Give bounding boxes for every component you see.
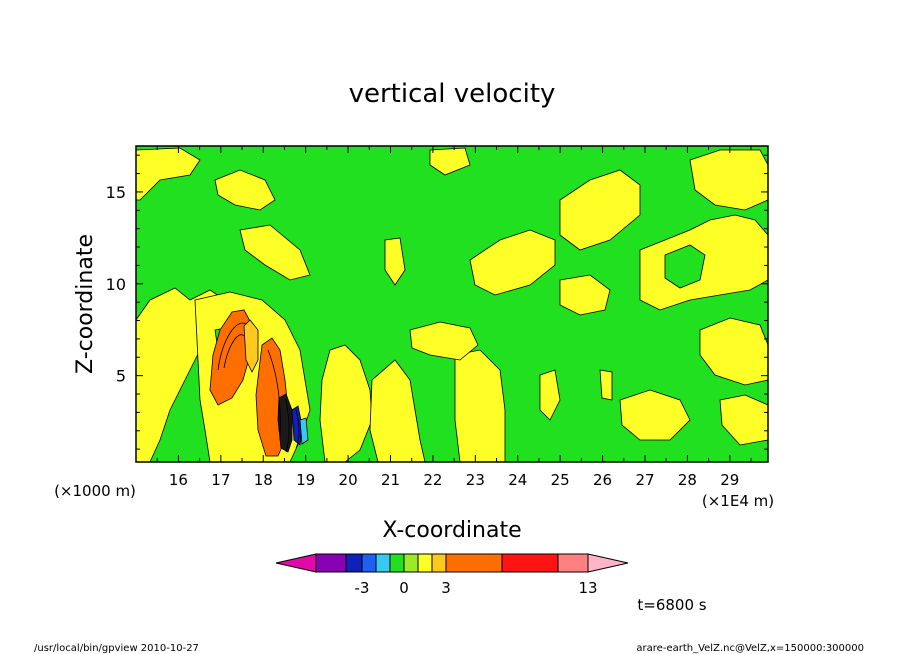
contour-line	[285, 399, 290, 453]
y-tick-label: 10	[106, 275, 126, 294]
contour-region	[384, 237, 406, 286]
colorbar-segment	[557, 553, 589, 573]
x-tick-label: 17	[211, 471, 230, 489]
contour-line	[217, 322, 247, 371]
colorbar-label: 0	[399, 579, 409, 597]
colorbar-label: 3	[441, 579, 451, 597]
x-tick-label: 25	[551, 471, 570, 489]
contour-region	[369, 359, 426, 463]
contour-region	[619, 389, 691, 441]
x-tick-label: 19	[296, 471, 315, 489]
contour-region	[539, 369, 561, 421]
contour-region	[214, 169, 276, 211]
x-tick-label: 24	[508, 471, 527, 489]
contour-region	[299, 417, 309, 445]
contour-region	[454, 349, 506, 463]
contour-region	[559, 274, 611, 316]
contour-region	[239, 224, 311, 281]
x-axis-label: X-coordinate	[382, 518, 521, 543]
y-tick-label: 5	[116, 367, 126, 386]
plot-frame	[135, 145, 769, 463]
plot-area	[135, 145, 769, 463]
y-axis: 5 10 15	[106, 154, 768, 450]
contour-region	[664, 244, 706, 289]
x-tick-label: 26	[593, 471, 612, 489]
contour-region	[599, 369, 613, 401]
colorbar-segment	[361, 553, 377, 573]
colorbar-label: 13	[578, 579, 597, 597]
colorbar-segment	[345, 553, 363, 573]
x-unit-left: (×1000 m)	[54, 482, 136, 500]
colorbar-label: -3	[355, 579, 370, 597]
x-unit-right: (×1E4 m)	[702, 492, 774, 510]
colorbar-segment	[403, 553, 419, 573]
time-label: t=6800 s	[637, 596, 706, 614]
chart-title: vertical velocity	[349, 79, 556, 109]
x-tick-label: 27	[635, 471, 654, 489]
contour-line	[267, 349, 281, 441]
footer-right: arare-earth_VelZ.nc@VelZ,x=150000:300000	[636, 643, 864, 654]
y-tick-label: 15	[106, 183, 126, 202]
contour-region	[409, 321, 479, 361]
contour-layer	[135, 147, 769, 463]
x-tick-label: 23	[466, 471, 485, 489]
colorbar-segment	[375, 553, 391, 573]
colorbar-arrow-right	[587, 553, 629, 573]
contour-line	[223, 334, 245, 369]
colorbar: -3 0 3 13	[275, 553, 629, 597]
contour-region	[559, 169, 641, 251]
x-tick-label: 16	[169, 471, 188, 489]
colorbar-segment	[431, 553, 447, 573]
colorbar-segment	[501, 553, 559, 573]
x-axis: 16 17 18 19 20 21 22 23 24 25 26 27 28 29	[156, 146, 752, 489]
colorbar-arrow-left	[275, 553, 317, 573]
contour-region	[429, 147, 471, 176]
footer-left: /usr/local/bin/gpview 2010-10-27	[34, 643, 199, 654]
contour-line	[295, 409, 300, 449]
x-tick-label: 21	[381, 471, 400, 489]
colorbar-segment	[315, 553, 347, 573]
contour-region	[319, 344, 373, 463]
x-tick-label: 28	[678, 471, 697, 489]
x-tick-label: 20	[339, 471, 358, 489]
x-tick-label: 18	[254, 471, 273, 489]
colorbar-segment	[389, 553, 405, 573]
colorbar-segment	[417, 553, 433, 573]
contour-region	[243, 319, 259, 373]
x-tick-label: 22	[423, 471, 442, 489]
x-tick-label: 29	[720, 471, 739, 489]
contour-region	[469, 229, 556, 296]
y-axis-label: Z-coordinate	[73, 234, 98, 374]
colorbar-segment	[445, 553, 503, 573]
